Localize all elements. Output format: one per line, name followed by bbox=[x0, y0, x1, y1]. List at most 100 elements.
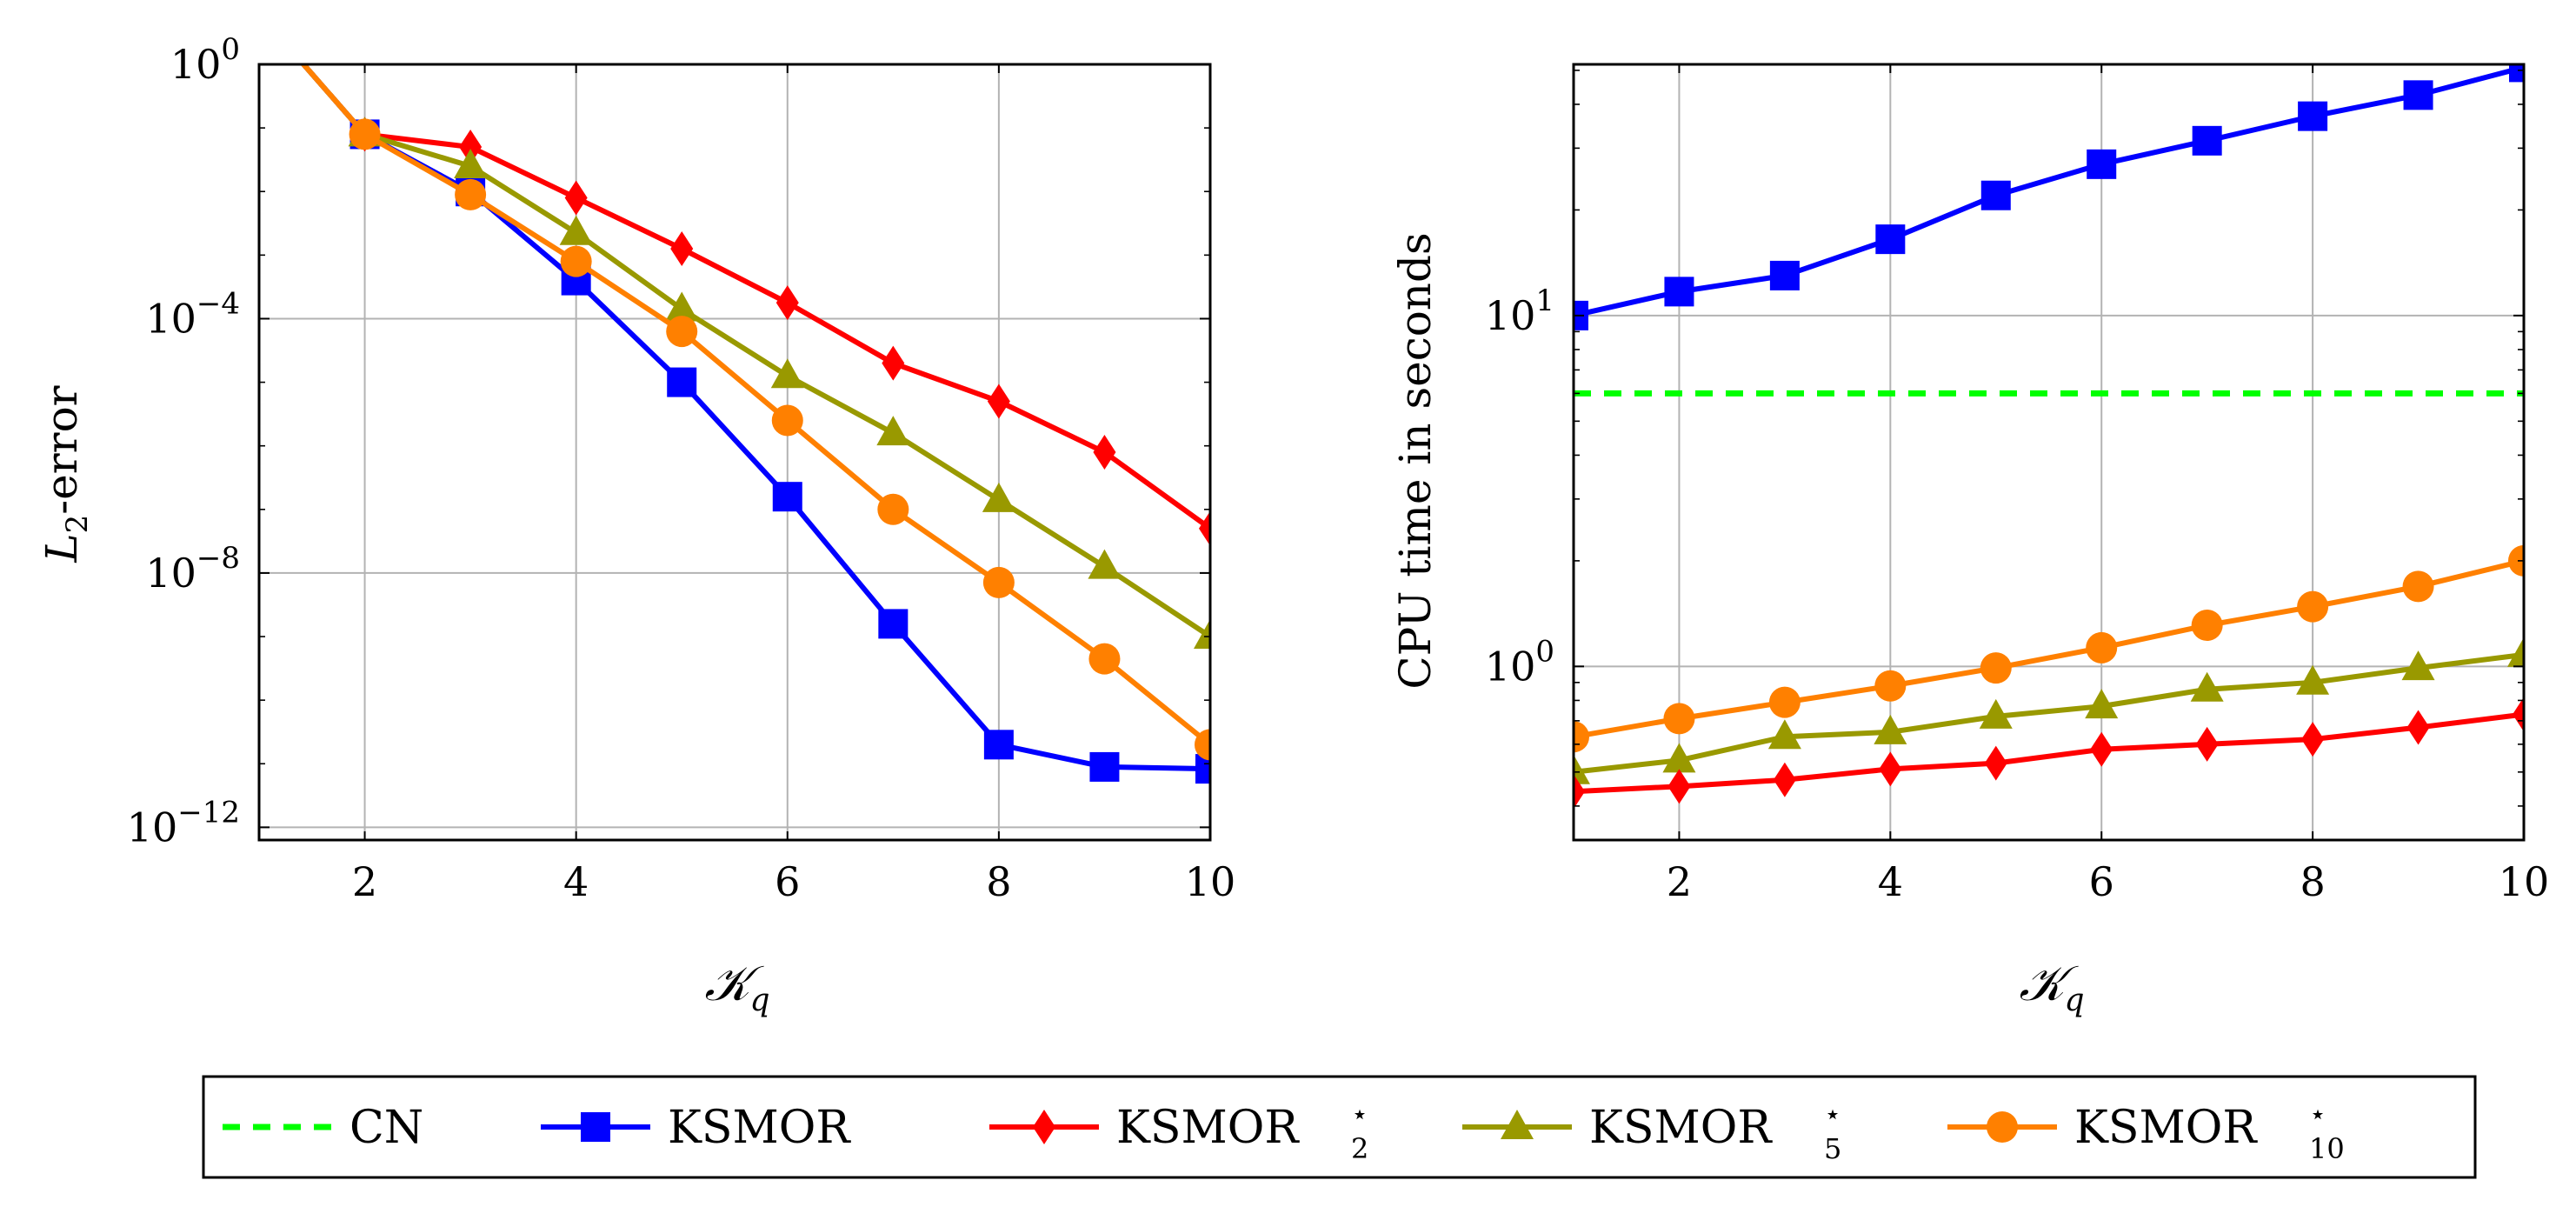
left-ksmor2-line bbox=[300, 64, 1210, 531]
legend-entry-ksmor10: KSMOR ⋆ 10 bbox=[1947, 1097, 2345, 1165]
legend-label-ksmor5: KSMOR ⋆ 5 bbox=[1589, 1097, 1841, 1165]
right-ksmor5-point bbox=[1767, 719, 1801, 750]
right-ksmor2-point bbox=[2301, 722, 2325, 757]
right-y-tick-label: 100 bbox=[1485, 634, 1554, 690]
left-ksmor-line bbox=[300, 64, 1210, 772]
left-ksmor2-point bbox=[1199, 510, 1210, 546]
right-x-axis-label: 𝒦q bbox=[2019, 956, 2084, 1018]
tick-labels: 2 4 6 8 10 100 10−4 10−8 10−12 2 4 6 8 10 101 100 bbox=[127, 32, 2550, 905]
right-ksmor2-line bbox=[1574, 711, 2524, 795]
right-y-axis-label: CPU time in seconds bbox=[1390, 232, 1441, 689]
left-ksmor10-point bbox=[666, 316, 698, 348]
right-ksmor2-point bbox=[1879, 751, 1902, 787]
right-ksmor2-point bbox=[1773, 762, 1796, 797]
left-x-tick-label: 4 bbox=[563, 858, 589, 905]
right-ksmor5-point bbox=[2401, 650, 2435, 681]
left-series-ksmor5 bbox=[243, 0, 1210, 650]
right-ksmor5-point bbox=[2085, 689, 2119, 719]
right-ksmor2-point bbox=[1984, 745, 2007, 781]
left-ksmor2-point bbox=[459, 130, 483, 165]
right-ksmor10-point bbox=[1663, 703, 1695, 735]
right-series-ksmor5 bbox=[1574, 637, 2524, 784]
left-y-tick-label: 10−4 bbox=[145, 286, 240, 342]
right-ksmor5-point bbox=[2507, 637, 2524, 667]
right-ksmor-point bbox=[2192, 125, 2222, 156]
legend-marker-ksmor bbox=[581, 1112, 610, 1142]
right-y-tick-label: 101 bbox=[1485, 283, 1554, 339]
right-ksmor5-point bbox=[1574, 754, 1590, 784]
legend-marker-ksmor5 bbox=[1501, 1110, 1534, 1139]
left-ksmor-point bbox=[983, 730, 1014, 760]
right-ksmor2-point bbox=[2090, 731, 2113, 767]
legend-entry-ksmor5: KSMOR ⋆ 5 bbox=[1462, 1097, 1841, 1165]
right-ksmor10-point bbox=[2402, 570, 2434, 603]
right-ksmor-point bbox=[1769, 260, 1800, 290]
left-ksmor10-point bbox=[982, 566, 1015, 598]
left-ksmor5-point bbox=[770, 358, 804, 389]
right-ksmor5-line bbox=[1574, 651, 2524, 775]
left-ksmor5-line bbox=[300, 64, 1210, 639]
series-layer bbox=[243, 0, 2524, 810]
right-ksmor5-point bbox=[1979, 698, 2013, 729]
legend-entry-cn: CN bbox=[223, 1102, 423, 1154]
left-ksmor-point bbox=[772, 482, 802, 512]
right-ksmor10-point bbox=[2086, 631, 2118, 664]
right-ksmor10-line bbox=[1574, 557, 2524, 740]
right-ksmor2-point bbox=[2513, 697, 2524, 732]
legend-entry-ksmor2: KSMOR ⋆ 2 bbox=[989, 1097, 1368, 1165]
left-x-tick-label: 2 bbox=[352, 858, 377, 905]
right-ksmor-point bbox=[2509, 64, 2524, 83]
left-ksmor10-point bbox=[1088, 643, 1121, 675]
left-ksmor2-point bbox=[775, 285, 799, 321]
left-x-axis-label: 𝒦q bbox=[704, 956, 769, 1018]
right-x-tick-label: 10 bbox=[2499, 858, 2550, 905]
left-ksmor5-point bbox=[665, 291, 699, 322]
left-y-tick-label: 10−12 bbox=[127, 795, 240, 850]
left-x-tick-label: 8 bbox=[986, 858, 1011, 905]
left-ksmor10-point bbox=[243, 0, 275, 30]
left-ksmor5-point bbox=[243, 0, 276, 26]
right-x-tick-label: 8 bbox=[2300, 858, 2325, 905]
left-ksmor10-point bbox=[560, 245, 592, 277]
left-y-tick-label: 100 bbox=[170, 32, 240, 88]
left-series-ksmor bbox=[244, 0, 1210, 784]
left-y-axis-label: L2-error bbox=[37, 385, 95, 563]
legend-entry-ksmor: KSMOR bbox=[541, 1102, 851, 1154]
left-ksmor10-point bbox=[455, 178, 487, 210]
right-ksmor2-point bbox=[2406, 710, 2430, 745]
right-ksmor5-point bbox=[1662, 743, 1696, 773]
legend-marker-ksmor2 bbox=[1033, 1110, 1055, 1144]
right-ksmor5-point bbox=[2296, 664, 2330, 695]
right-x-tick-label: 2 bbox=[1667, 858, 1692, 905]
right-ksmor-line bbox=[1574, 64, 2524, 318]
right-ksmor2-point bbox=[1667, 769, 1691, 804]
left-ksmor-point bbox=[878, 609, 909, 639]
left-ksmor2-point bbox=[564, 180, 588, 216]
right-ksmor5-point bbox=[2190, 671, 2224, 702]
left-ksmor-point bbox=[1089, 751, 1120, 782]
left-ksmor-point bbox=[667, 367, 697, 397]
right-ksmor-point bbox=[1664, 277, 1694, 307]
left-y-tick-label: 10−8 bbox=[145, 541, 240, 597]
right-series-ksmor bbox=[1574, 64, 2524, 330]
left-ksmor5-point bbox=[1088, 549, 1122, 579]
left-ksmor10-point bbox=[349, 118, 381, 150]
right-plot-frame bbox=[1572, 63, 2526, 842]
left-ksmor2-point bbox=[882, 345, 905, 381]
legend-label-ksmor: KSMOR bbox=[668, 1102, 851, 1154]
left-ksmor2-point bbox=[670, 231, 694, 267]
right-ksmor-point bbox=[2087, 149, 2117, 179]
legend: CN KSMOR KSMOR ⋆ 2 KSMOR ⋆ 5 KSMOR ⋆ 10 bbox=[202, 1075, 2477, 1179]
right-series-ksmor10 bbox=[1574, 544, 2524, 753]
right-x-tick-label: 4 bbox=[1878, 858, 1903, 905]
right-ksmor5-point bbox=[1874, 714, 1907, 744]
right-ksmor10-point bbox=[2508, 544, 2524, 577]
right-ksmor-point bbox=[1980, 180, 2011, 210]
left-ksmor-point bbox=[244, 0, 274, 29]
right-ksmor10-point bbox=[1768, 686, 1801, 718]
legend-marker-ksmor10 bbox=[1987, 1111, 2018, 1143]
left-series-ksmor2 bbox=[300, 64, 1210, 546]
left-ksmor5-point bbox=[982, 482, 1015, 512]
legend-label-ksmor10: KSMOR ⋆ 10 bbox=[2074, 1097, 2345, 1165]
